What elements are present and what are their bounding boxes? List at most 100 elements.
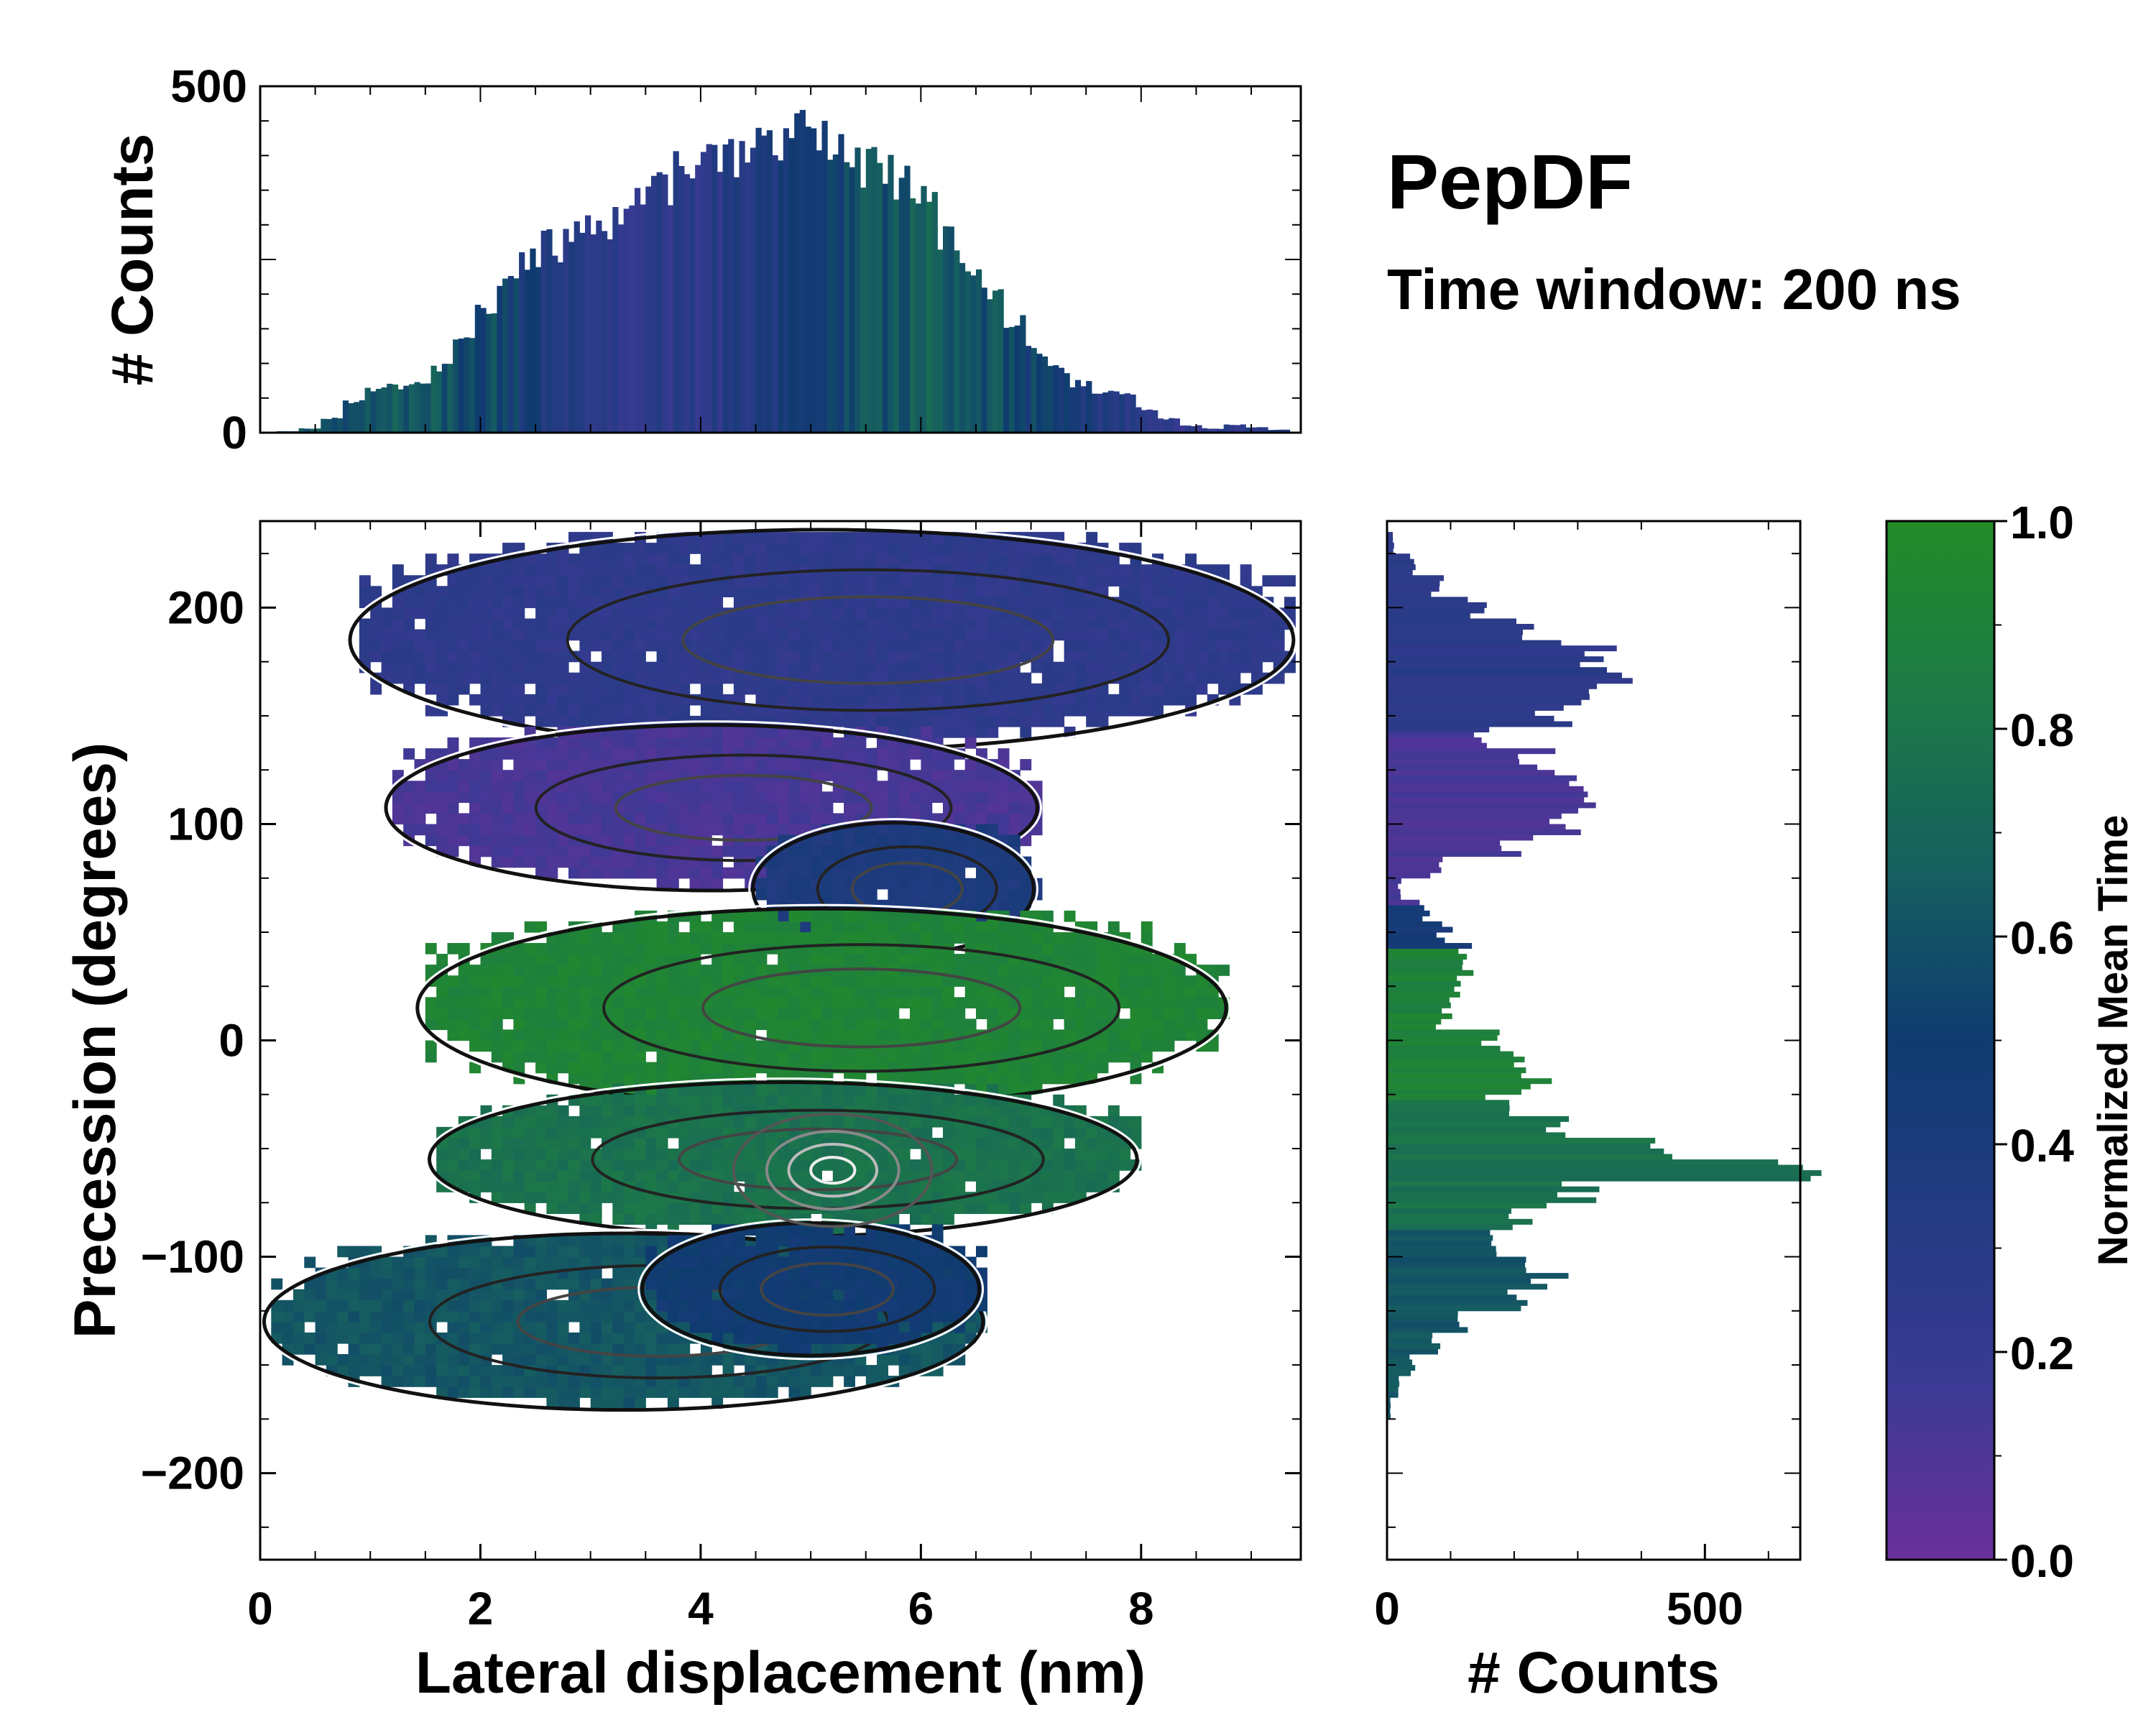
heatmap-cell — [1086, 954, 1098, 965]
heatmap-cell — [888, 921, 900, 933]
heatmap-cell — [667, 1029, 679, 1041]
heatmap-cell — [976, 1170, 987, 1182]
heatmap-cell — [799, 1376, 811, 1387]
heatmap-cell — [1053, 564, 1065, 576]
heatmap-cell — [921, 650, 933, 663]
heatmap-cell — [491, 781, 503, 792]
heatmap-cell — [788, 888, 801, 901]
heatmap-cell — [524, 629, 536, 641]
heatmap-cell — [557, 618, 569, 630]
heatmap-cell — [436, 640, 448, 652]
heatmap-cell — [1064, 597, 1076, 609]
heatmap-cell — [502, 694, 514, 706]
heatmap-cell — [480, 1310, 492, 1322]
heatmap-cell — [579, 704, 591, 717]
heatmap-cell — [821, 640, 834, 652]
heatmap-cell — [667, 1105, 679, 1117]
heatmap-cell — [1163, 997, 1175, 1008]
figure-title: PepDF — [1387, 138, 1633, 225]
heatmap-cell — [711, 867, 724, 879]
heatmap-cell — [700, 640, 712, 652]
heatmap-cell — [799, 813, 811, 825]
heatmap-cell — [612, 824, 625, 836]
heatmap-cell — [447, 1246, 459, 1258]
heatmap-cell — [612, 586, 625, 597]
heatmap-cell — [700, 586, 712, 597]
heatmap-cell — [447, 553, 459, 565]
heatmap-cell — [888, 1192, 900, 1203]
heatmap-cell — [910, 975, 921, 987]
heatmap-cell — [1130, 564, 1142, 576]
heatmap-cell — [359, 586, 371, 597]
heatmap-cell — [1074, 1126, 1087, 1138]
top-histogram-bar — [458, 339, 464, 433]
heatmap-cell — [700, 1386, 712, 1398]
heatmap-cell — [480, 661, 492, 673]
heatmap-cell — [447, 1170, 459, 1182]
heatmap-cell — [635, 727, 646, 738]
heatmap-cell — [524, 1246, 536, 1258]
heatmap-cell — [458, 1138, 470, 1149]
heatmap-cell — [370, 586, 382, 597]
heatmap-cell — [1031, 629, 1043, 641]
heatmap-cell — [1041, 607, 1054, 620]
heatmap-cell — [392, 672, 404, 684]
heatmap-cell — [689, 986, 701, 998]
heatmap-cell — [844, 597, 855, 609]
heatmap-cell — [513, 564, 525, 576]
heatmap-cell — [898, 1170, 911, 1182]
heatmap-cell — [788, 867, 801, 879]
heatmap-cell — [425, 770, 437, 781]
top-histogram-bar — [711, 144, 718, 433]
heatmap-cell — [645, 597, 658, 609]
heatmap-cell — [1008, 965, 1021, 976]
heatmap-cell — [602, 1149, 613, 1160]
heatmap-cell — [656, 834, 668, 847]
heatmap-cell — [745, 910, 757, 922]
heatmap-cell — [602, 564, 613, 576]
heatmap-cell — [854, 532, 867, 543]
heatmap-cell — [612, 1138, 625, 1149]
heatmap-cell — [844, 1181, 855, 1192]
heatmap-cell — [931, 640, 944, 652]
heatmap-cell — [722, 965, 734, 976]
heatmap-cell — [844, 737, 855, 749]
heatmap-cell — [1020, 564, 1032, 576]
heatmap-cell — [888, 715, 900, 727]
heatmap-cell — [602, 1051, 613, 1063]
heatmap-cell — [788, 845, 801, 857]
heatmap-cell — [722, 553, 734, 565]
heatmap-cell — [656, 867, 668, 879]
heatmap-cell — [557, 1202, 569, 1214]
heatmap-cell — [271, 1310, 283, 1322]
heatmap-cell — [1107, 943, 1120, 954]
heatmap-cell — [811, 1376, 822, 1387]
heatmap-cell — [1020, 618, 1032, 630]
heatmap-cell — [590, 1029, 602, 1041]
heatmap-cell — [755, 965, 768, 976]
heatmap-cell — [766, 1040, 778, 1052]
heatmap-cell — [1064, 618, 1076, 630]
top-histogram-bar — [1190, 426, 1197, 433]
heatmap-cell — [513, 954, 525, 965]
heatmap-cell — [678, 1008, 691, 1019]
top-histogram-bar — [794, 113, 801, 433]
heatmap-cell — [898, 1018, 911, 1031]
heatmap-cell — [865, 683, 877, 695]
heatmap-cell — [447, 1300, 459, 1312]
heatmap-cell — [315, 1310, 327, 1322]
heatmap-cell — [557, 1149, 569, 1160]
heatmap-cell — [1196, 683, 1208, 695]
heatmap-cell — [722, 954, 734, 965]
heatmap-cell — [943, 715, 954, 727]
heatmap-cell — [788, 856, 801, 868]
heatmap-cell — [502, 997, 514, 1008]
heatmap-cell — [1119, 575, 1131, 586]
heatmap-cell — [667, 845, 679, 857]
top-histogram-bar — [1141, 410, 1147, 433]
heatmap-cell — [898, 975, 911, 987]
heatmap-cell — [1119, 1051, 1131, 1063]
heatmap-cell — [778, 748, 790, 760]
heatmap-cell — [865, 640, 877, 652]
top-histogram-bar — [447, 364, 453, 433]
